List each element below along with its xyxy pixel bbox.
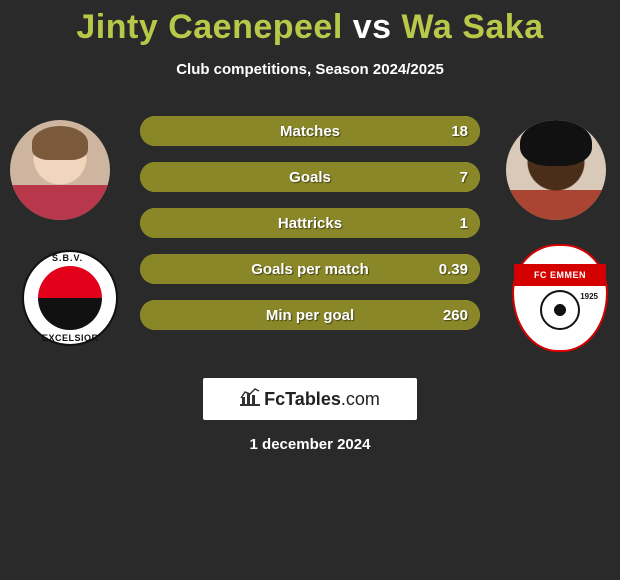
stat-value-right: 0.39 [427,254,480,284]
club2-label: FC EMMEN [514,264,606,286]
player2-silhouette [506,120,606,220]
stat-bars: Matches18 Goals7 Hattricks1 Goals per match… [140,116,480,346]
club1-label-top: S.B.V. [52,253,83,263]
club1-label-bottom: EXCELSIOR [42,333,99,343]
stat-value-right: 260 [431,300,480,330]
excelsior-badge-icon: S.B.V. EXCELSIOR [22,250,118,346]
player1-avatar [10,120,110,220]
chart-icon [240,388,260,411]
stat-bar: Matches18 [140,116,480,146]
player2-club-badge: FC EMMEN 1925 [510,248,610,348]
stat-label: Hattricks [140,208,480,238]
stat-bar: Goals per match0.39 [140,254,480,284]
stat-bar: Hattricks1 [140,208,480,238]
player2-avatar [506,120,606,220]
stat-label: Min per goal [140,300,480,330]
stat-label: Matches [140,116,480,146]
stat-value-left [140,300,164,330]
stat-value-right: 18 [439,116,480,146]
watermark-brand: FcTables [264,389,341,409]
player1-silhouette [10,120,110,220]
stat-label: Goals [140,162,480,192]
subtitle: Club competitions, Season 2024/2025 [0,61,620,78]
stat-value-left [140,208,164,238]
watermark: FcTables.com [203,378,417,420]
watermark-suffix: .com [341,389,380,409]
stat-value-left [140,254,164,284]
title-player2: Wa Saka [402,8,544,46]
player1-club-badge: S.B.V. EXCELSIOR [20,248,120,348]
stat-bar: Min per goal260 [140,300,480,330]
title-player1: Jinty Caenepeel [76,8,342,46]
stat-bar: Goals7 [140,162,480,192]
title-vs: vs [353,8,392,46]
stats-area: S.B.V. EXCELSIOR FC EMMEN 1925 Matches18… [0,110,620,350]
soccer-ball-icon [540,290,580,330]
date-text: 1 december 2024 [0,436,620,453]
stat-value-right: 7 [448,162,480,192]
emmen-badge-icon: FC EMMEN 1925 [512,244,608,352]
stat-value-left [140,116,164,146]
watermark-text: FcTables.com [264,389,380,410]
comparison-title: Jinty Caenepeel vs Wa Saka [0,0,620,47]
club2-year: 1925 [580,292,598,301]
stat-value-left [140,162,164,192]
stat-value-right: 1 [448,208,480,238]
